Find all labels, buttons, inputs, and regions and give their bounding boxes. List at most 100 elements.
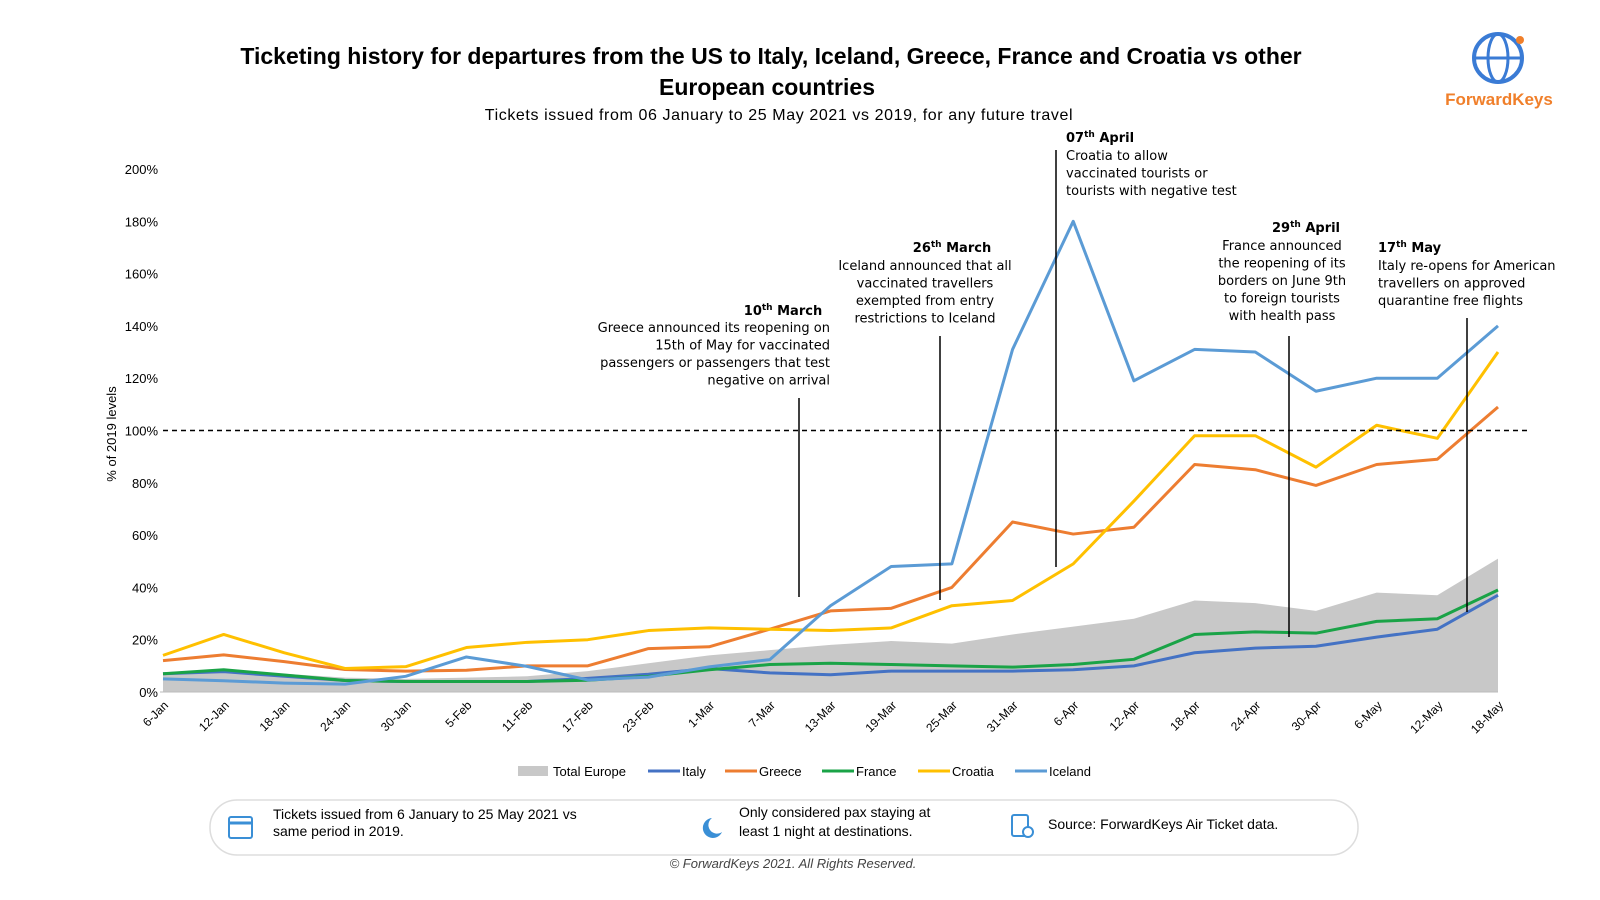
footer-text: Tickets issued from 6 January to 25 May … <box>273 806 577 822</box>
source-icon <box>1011 814 1034 838</box>
annotation-text: tourists with negative test <box>1066 184 1237 199</box>
y-tick-label: 200% <box>125 162 159 177</box>
annotation-text: exempted from entry <box>856 294 995 309</box>
x-tick-label: 30-Jan <box>378 698 414 734</box>
y-axis-label: % of 2019 levels <box>104 386 119 482</box>
annotation-text: passengers or passengers that test <box>600 356 830 371</box>
x-tick-label: 23-Feb <box>620 698 657 735</box>
line <box>162 351 1500 670</box>
moon-icon <box>702 818 722 838</box>
logo: ForwardKeys <box>1445 32 1553 109</box>
x-tick-label: 18-May <box>1468 698 1506 736</box>
annotation-sup: th <box>1290 220 1301 230</box>
annotation-sup: th <box>1084 130 1095 140</box>
annotation-text: 15th of May for vaccinated <box>655 339 830 354</box>
y-tick-label: 160% <box>125 267 159 282</box>
annotation-text: Greece announced its reopening on <box>598 321 830 336</box>
annotation-month: March <box>773 304 823 319</box>
legend-swatch <box>518 766 548 776</box>
plot-area <box>162 219 1500 692</box>
footer-text: Source: ForwardKeys Air Ticket data. <box>1048 816 1278 832</box>
annotation-text: borders on June 9th <box>1218 274 1346 289</box>
annotation-text: the reopening of its <box>1218 257 1346 272</box>
footer-text: same period in 2019. <box>273 823 404 839</box>
area <box>163 558 1498 692</box>
x-tick-label: 19-Mar <box>863 698 900 735</box>
x-tick-label: 6-May <box>1351 698 1384 731</box>
x-tick-label: 30-Apr <box>1289 698 1324 733</box>
x-tick-label: 25-Mar <box>923 698 960 735</box>
legend-label: Croatia <box>952 764 995 779</box>
chart-subtitle: Tickets issued from 06 January to 25 May… <box>485 107 1073 124</box>
legend-label: Greece <box>759 764 802 779</box>
annotation-text: Italy re-opens for American <box>1378 259 1556 274</box>
icon <box>228 816 253 839</box>
copyright: © ForwardKeys 2021. All Rights Reserved. <box>670 856 917 871</box>
footer-text: least 1 night at destinations. <box>739 823 913 839</box>
annotation-date: 07th April <box>1066 130 1134 146</box>
x-tick-label: 17-Feb <box>559 698 596 735</box>
x-tick-label: 24-Jan <box>317 698 353 734</box>
x-tick-label: 18-Apr <box>1167 698 1202 733</box>
annotation-date: 29th April <box>1272 220 1340 236</box>
y-tick-label: 100% <box>125 424 159 439</box>
y-tick-label: 120% <box>125 371 159 386</box>
logo-dot <box>1516 36 1524 44</box>
chart-title: European countries <box>659 74 875 100</box>
x-tick-label: 13-Mar <box>802 698 839 735</box>
chart-title: Ticketing history for departures from th… <box>240 43 1301 69</box>
annotation-day: 07 <box>1066 131 1084 146</box>
annotation-text: Iceland announced that all <box>838 259 1011 274</box>
annotation-date: 26th March <box>913 240 991 256</box>
line <box>162 588 1499 684</box>
annotation-month: April <box>1301 221 1340 236</box>
footer-text: Only considered pax staying at <box>739 804 931 820</box>
calendar-icon <box>228 816 253 839</box>
annotation-text: vaccinated travellers <box>857 277 994 292</box>
annotation-month: April <box>1095 131 1134 146</box>
annotation-text: quarantine free flights <box>1378 294 1523 309</box>
x-tick-label: 1-Mar <box>685 698 717 730</box>
annotation-text: with health pass <box>1229 309 1336 324</box>
annotation-day: 29 <box>1272 221 1290 236</box>
icon <box>1022 826 1034 838</box>
annotation-day: 17 <box>1378 241 1396 256</box>
annotation-text: France announced <box>1222 239 1342 254</box>
x-tick-label: 6-Apr <box>1051 698 1082 729</box>
y-tick-label: 60% <box>132 528 158 543</box>
logo-text: ForwardKeys <box>1445 90 1553 109</box>
y-tick-label: 40% <box>132 580 158 595</box>
legend-label: France <box>856 764 896 779</box>
x-tick-label: 24-Apr <box>1228 698 1263 733</box>
y-tick-label: 180% <box>125 214 159 229</box>
x-tick-label: 12-May <box>1407 698 1445 736</box>
annotation-day: 10 <box>744 304 762 319</box>
y-tick-label: 80% <box>132 476 158 491</box>
legend-label: Total Europe <box>553 764 626 779</box>
y-tick-label: 0% <box>139 685 158 700</box>
annotation-month: March <box>942 241 992 256</box>
annotation-date: 10th March <box>744 303 822 319</box>
annotation-day: 26 <box>913 241 931 256</box>
annotation-text: vaccinated tourists or <box>1066 167 1208 182</box>
annotation-text: to foreign tourists <box>1224 292 1340 307</box>
x-tick-label: 18-Jan <box>257 698 293 734</box>
annotation-text: travellers on approved <box>1378 277 1525 292</box>
legend-label: Iceland <box>1049 764 1091 779</box>
x-tick-label: 12-Jan <box>196 698 232 734</box>
line <box>162 405 1499 673</box>
annotation-date: 17th May <box>1378 240 1442 256</box>
icon <box>1011 814 1029 837</box>
x-tick-label: 7-Mar <box>746 698 778 730</box>
legend-label: Italy <box>682 764 706 779</box>
annotation-text: restrictions to Iceland <box>854 312 995 327</box>
annotation-sup: th <box>762 303 773 313</box>
x-tick-label: 11-Feb <box>499 698 535 734</box>
annotation-text: negative on arrival <box>707 374 830 389</box>
line <box>162 219 1499 686</box>
annotation-month: May <box>1407 241 1442 256</box>
y-tick-label: 140% <box>125 319 159 334</box>
annotation-sup: th <box>1396 240 1407 250</box>
x-tick-label: 5-Feb <box>442 698 474 730</box>
